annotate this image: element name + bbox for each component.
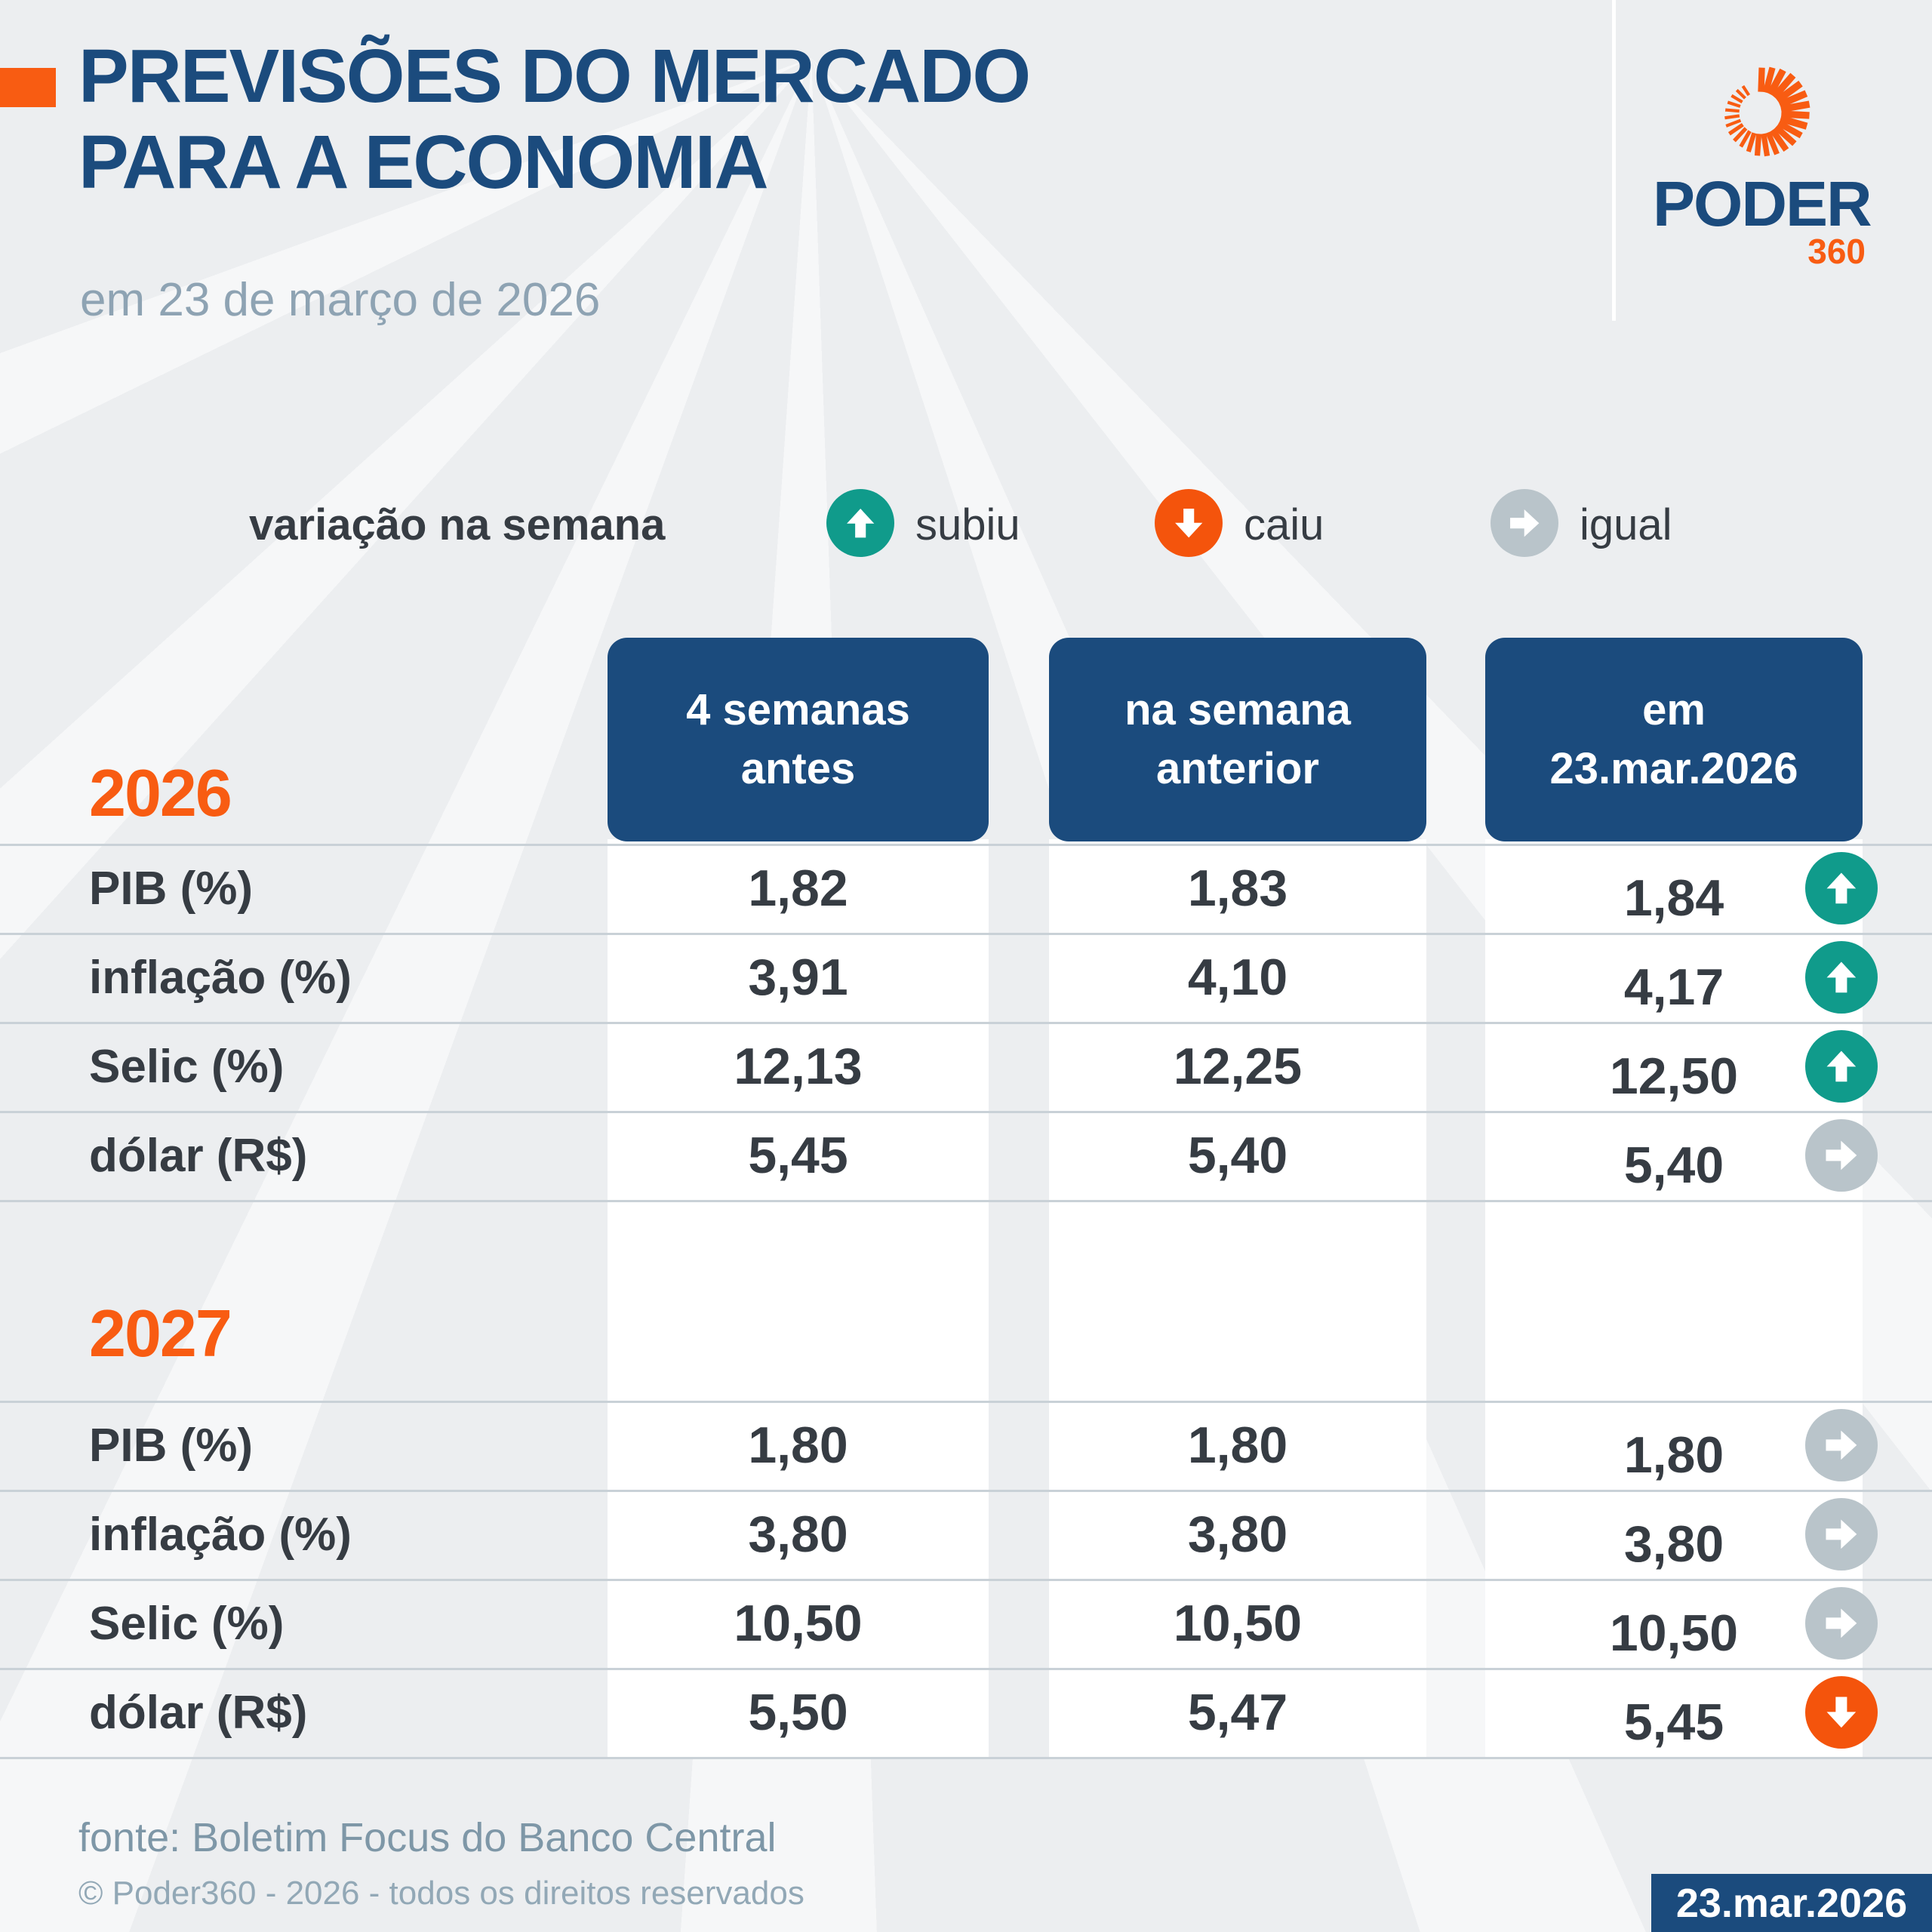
row-divider (0, 933, 1932, 935)
column-stripe-1 (608, 839, 989, 1757)
cell-value: 10,50 (734, 1595, 863, 1652)
cell-value: 1,83 (1187, 860, 1288, 917)
table-row-2026-selic: Selic (%) 12,13 12,25 12,50 (0, 1022, 1932, 1111)
row-label: inflação (%) (89, 1508, 352, 1561)
source-note: fonte: Boletim Focus do Banco Central (78, 1815, 777, 1860)
column-header-line: 23.mar.2026 (1549, 744, 1798, 793)
date-badge: 23.mar.2026 (1651, 1874, 1932, 1932)
cell-value: 12,13 (734, 1038, 863, 1095)
row-divider (0, 1757, 1932, 1759)
cell-value: 5,40 (1187, 1127, 1288, 1184)
cell-value: 1,82 (748, 860, 848, 917)
row-divider (0, 1200, 1932, 1202)
cell-value: 5,45 (1623, 1694, 1724, 1751)
poder360-logo: PODER 360 (1653, 45, 1872, 272)
section-year-2026: 2026 (89, 755, 232, 830)
legend: variação na semana subiu caiu igual (0, 489, 1932, 561)
accent-square (0, 68, 56, 107)
row-divider (0, 844, 1932, 846)
logo-wordmark: PODER (1653, 168, 1872, 239)
down-arrow-icon (1155, 489, 1223, 557)
page-title: PREVISÕES DO MERCADO PARA A ECONOMIA (78, 33, 1031, 205)
table-row-2026-inflacao: inflação (%) 3,91 4,10 4,17 (0, 933, 1932, 1022)
row-divider (0, 1490, 1932, 1492)
trend-equal-icon (1805, 1498, 1878, 1571)
column-stripe-2 (1049, 839, 1426, 1757)
cell-value: 5,45 (748, 1127, 848, 1184)
cell-value: 5,40 (1623, 1137, 1724, 1194)
row-label: PIB (%) (89, 862, 253, 915)
title-line-2: PARA A ECONOMIA (78, 120, 769, 205)
cell-value: 1,84 (1623, 869, 1724, 927)
row-label: Selic (%) (89, 1597, 285, 1650)
cell-value: 3,80 (748, 1506, 848, 1563)
cell-value: 5,50 (748, 1684, 848, 1741)
row-label: inflação (%) (89, 951, 352, 1004)
logo-divider-line (1612, 0, 1616, 321)
page-subtitle: em 23 de março de 2026 (80, 274, 601, 326)
column-header-line: 4 semanas (686, 685, 910, 734)
row-divider (0, 1022, 1932, 1024)
row-label: Selic (%) (89, 1040, 285, 1093)
row-divider (0, 1668, 1932, 1670)
cell-value: 1,80 (1187, 1417, 1288, 1474)
row-label: PIB (%) (89, 1419, 253, 1472)
legend-item-caiu: caiu (1244, 500, 1324, 549)
row-divider (0, 1579, 1932, 1581)
table-row-2027-selic: Selic (%) 10,50 10,50 10,50 (0, 1579, 1932, 1668)
logo-360-label: 360 (1807, 232, 1866, 271)
legend-item-subiu: subiu (915, 500, 1020, 549)
trend-equal-icon (1805, 1409, 1878, 1481)
cell-value: 1,80 (748, 1417, 848, 1474)
cell-value: 10,50 (1173, 1595, 1303, 1652)
trend-up-icon (1805, 852, 1878, 924)
section-year-2027: 2027 (89, 1296, 232, 1371)
column-header-na-semana-anterior: na semana anterior (1049, 638, 1426, 841)
trend-up-icon (1805, 941, 1878, 1014)
cell-value: 4,17 (1623, 958, 1724, 1016)
table-row-2027-inflacao: inflação (%) 3,80 3,80 3,80 (0, 1490, 1932, 1579)
cell-value: 3,80 (1623, 1515, 1724, 1573)
column-header-line: na semana (1124, 685, 1351, 734)
column-header-line: em (1642, 685, 1706, 734)
table-row-2027-pib: PIB (%) 1,80 1,80 1,80 (0, 1401, 1932, 1490)
row-label: dólar (R$) (89, 1129, 308, 1182)
cell-value: 12,50 (1609, 1048, 1739, 1105)
trend-up-icon (1805, 1030, 1878, 1103)
row-divider (0, 1401, 1932, 1403)
cell-value: 5,47 (1187, 1684, 1288, 1741)
trend-equal-icon (1805, 1587, 1878, 1660)
copyright-note: © Poder360 - 2026 - todos os direitos re… (78, 1875, 804, 1912)
table-row-2027-dolar: dólar (R$) 5,50 5,47 5,45 (0, 1668, 1932, 1757)
trend-down-icon (1805, 1676, 1878, 1749)
cell-value: 3,80 (1187, 1506, 1288, 1563)
legend-item-igual: igual (1580, 500, 1672, 549)
cell-value: 3,91 (748, 949, 848, 1006)
trend-equal-icon (1805, 1119, 1878, 1192)
table-row-2026-dolar: dólar (R$) 5,45 5,40 5,40 (0, 1111, 1932, 1200)
cell-value: 12,25 (1173, 1038, 1303, 1095)
cell-value: 10,50 (1609, 1604, 1739, 1662)
legend-title: variação na semana (249, 500, 666, 549)
up-arrow-icon (826, 489, 894, 557)
column-header-line: anterior (1156, 744, 1319, 793)
column-header-line: antes (740, 744, 856, 793)
cell-value: 1,80 (1623, 1426, 1724, 1484)
column-header-em-23-mar-2026: em 23.mar.2026 (1485, 638, 1863, 841)
column-header-4-semanas-antes: 4 semanas antes (608, 638, 989, 841)
right-arrow-icon (1491, 489, 1558, 557)
row-label: dólar (R$) (89, 1686, 308, 1739)
column-stripe-3 (1485, 839, 1863, 1757)
table-row-2026-pib: PIB (%) 1,82 1,83 1,84 (0, 844, 1932, 933)
sunburst-icon (1724, 66, 1810, 157)
title-line-1: PREVISÕES DO MERCADO (78, 34, 1031, 118)
row-divider (0, 1111, 1932, 1113)
cell-value: 4,10 (1187, 949, 1288, 1006)
